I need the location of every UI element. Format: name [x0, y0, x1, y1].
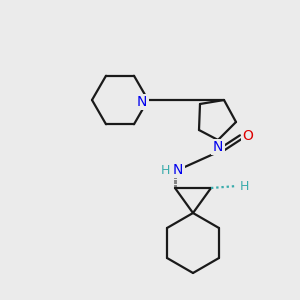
Text: N: N: [137, 95, 147, 109]
Text: H: H: [239, 179, 249, 193]
Text: H: H: [160, 164, 170, 176]
Text: N: N: [173, 163, 183, 177]
Text: N: N: [213, 140, 223, 154]
Text: O: O: [243, 129, 254, 143]
